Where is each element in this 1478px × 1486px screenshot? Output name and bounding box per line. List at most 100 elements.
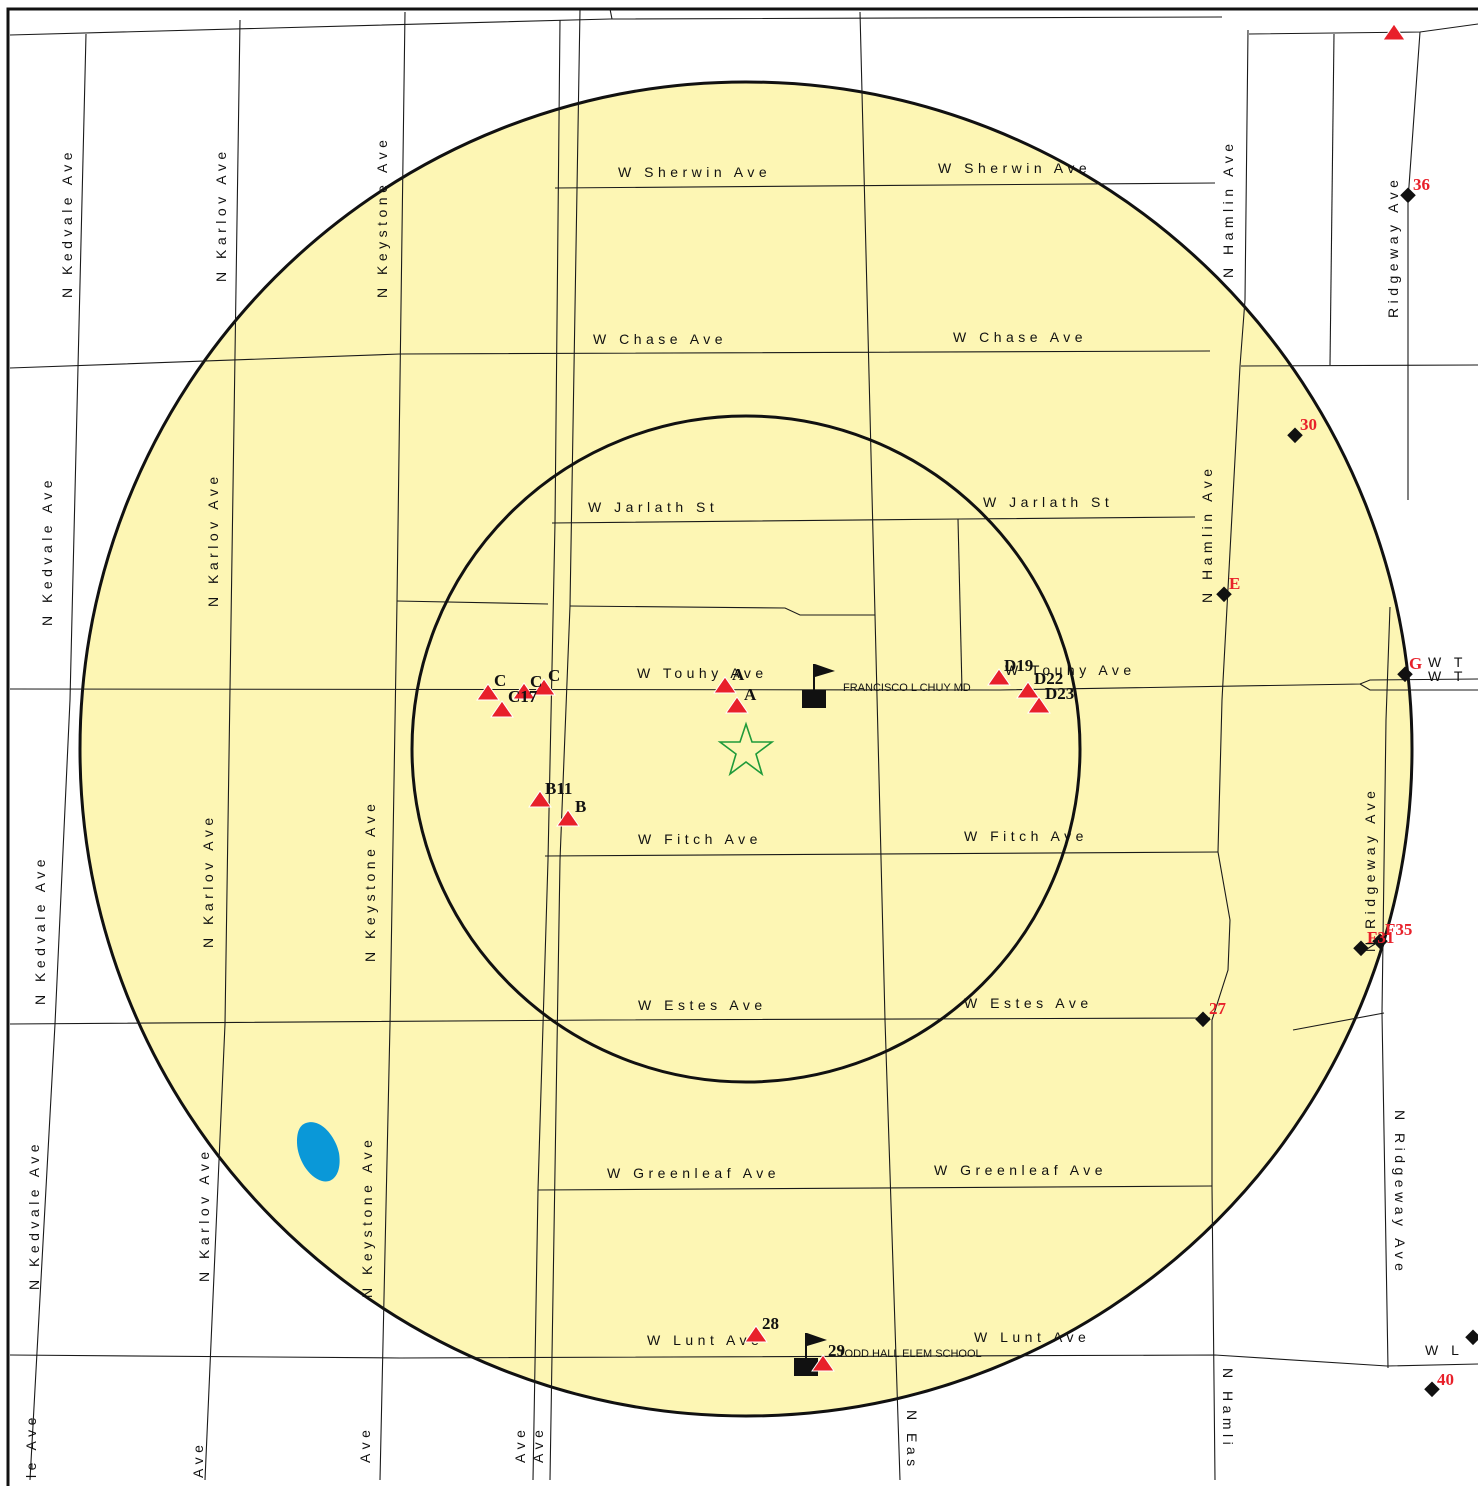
well-markers [1195, 187, 1478, 1398]
marker-label: A [744, 685, 757, 704]
marker-label: E [1229, 574, 1240, 593]
marker-label: C [548, 666, 560, 685]
street-labels: W Sherwin Ave W Sherwin Ave W Chase Ave … [23, 136, 1467, 1478]
street-label: W Estes Ave [638, 997, 767, 1013]
triangle-marker-icon [1027, 696, 1051, 714]
street-label: Ave [530, 1426, 546, 1463]
diamond-marker-icon [1397, 666, 1413, 683]
red-marker-labels: 36 30 E G F35 F31 27 40 [1209, 175, 1454, 1389]
street-label: Ave [357, 1426, 373, 1463]
street-label: N Hamlin Ave [1199, 464, 1215, 603]
diamond-marker-icon [1424, 1381, 1440, 1398]
marker-label: F31 [1367, 928, 1394, 947]
marker-label: 27 [1209, 999, 1227, 1018]
triangle-marker-icon [532, 678, 556, 696]
marker-label: B11 [545, 779, 572, 798]
diamond-marker-icon [1372, 933, 1388, 950]
street-label: W Jarlath St [983, 494, 1113, 510]
diamond-marker-icon [1195, 1011, 1211, 1028]
triangle-marker-icon [725, 696, 749, 714]
street-label: W Touhy Ave [637, 665, 768, 681]
diamond-marker-icon [1400, 187, 1416, 204]
triangle-marker-icon [490, 700, 514, 718]
street-label: N Ridgeway Ave [1362, 787, 1378, 952]
street-label: N Kedvale Ave [26, 1140, 42, 1290]
triangle-marker-icon [987, 668, 1011, 686]
street-label: W Chase Ave [593, 331, 727, 347]
marker-label: A [732, 665, 745, 684]
street-label: N Karlov Ave [196, 1147, 212, 1282]
street-label: N Keystone Ave [374, 136, 390, 298]
street-label: W Fitch Ave [964, 828, 1088, 844]
street-label: W T [1428, 668, 1467, 684]
marker-label: D19 [1004, 656, 1033, 675]
outer-buffer-ring [78, 80, 1414, 1418]
triangle-marker-icon [476, 683, 500, 701]
diamond-marker-icon [1465, 1329, 1478, 1346]
street-label: le Ave [23, 1413, 39, 1478]
triangle-marker-icon [512, 682, 536, 700]
triangle-marker-icon [1382, 23, 1406, 41]
street-label: W Greenleaf Ave [934, 1162, 1107, 1178]
marker-label: 28 [762, 1314, 779, 1333]
marker-label: C [530, 672, 542, 691]
street-label: W T [1428, 654, 1467, 670]
street-label: N Karlov Ave [213, 147, 229, 282]
street-label: N Eas [904, 1410, 920, 1471]
street-label: W L [1425, 1342, 1463, 1358]
street-label: W Jarlath St [588, 499, 718, 515]
pond [297, 1122, 340, 1182]
street-label: N Keystone Ave [362, 800, 378, 962]
clinic-label: FRANCISCO L CHUY MD [843, 682, 971, 694]
street-label: N Kedvale Ave [39, 476, 55, 626]
site-center-star-icon [717, 721, 775, 777]
sample-site-markers [476, 23, 1406, 1372]
marker-label: B [575, 797, 586, 816]
marker-label: 29 [828, 1341, 845, 1360]
marker-label: D23 [1045, 684, 1074, 703]
triangle-marker-icon [744, 1325, 768, 1343]
street-label: W Chase Ave [953, 329, 1087, 345]
street-label: W Sherwin Ave [618, 164, 771, 180]
street-label: N Karlov Ave [200, 813, 216, 948]
street-label: W Sherwin Ave [938, 160, 1091, 176]
street-label: Ave [512, 1426, 528, 1463]
clinic-flag-icon [802, 664, 835, 708]
street-label: Ridgeway Ave [1385, 176, 1401, 318]
street-label: Ave [190, 1441, 206, 1478]
street-label: N Karlov Ave [205, 472, 221, 607]
street-label: N Hamlin Ave [1220, 139, 1236, 278]
marker-label: C [494, 671, 506, 690]
black-marker-labels: C C C C17 A A D19 D22 D23 B11 B 28 29 [494, 656, 1074, 1360]
triangle-marker-icon [811, 1354, 835, 1372]
diamond-marker-icon [1287, 427, 1303, 444]
inner-buffer-ring [410, 414, 1082, 1084]
diamond-marker-icon [1353, 940, 1369, 957]
street-label: N Keystone Ave [359, 1136, 375, 1298]
street-label: W Touhy Ave [1005, 662, 1136, 678]
marker-label: C17 [508, 687, 538, 706]
marker-label: 30 [1300, 415, 1317, 434]
street-label: N Hamli [1220, 1368, 1236, 1449]
street-label: W Greenleaf Ave [607, 1165, 780, 1181]
road-network [9, 8, 1478, 1481]
street-label: W Lunt Ave [974, 1329, 1090, 1345]
street-label: N Kedvale Ave [32, 855, 48, 1005]
marker-label: 40 [1437, 1370, 1454, 1389]
school-label: TODD HALL ELEM SCHOOL [838, 1348, 982, 1360]
marker-label: D22 [1034, 669, 1063, 688]
street-label: W Fitch Ave [638, 831, 762, 847]
street-label: N Ridgeway Ave [1392, 1110, 1408, 1275]
triangle-marker-icon [713, 676, 737, 694]
diamond-marker-icon [1216, 586, 1232, 603]
street-label: W Lunt Ave [647, 1332, 763, 1348]
street-label: W Estes Ave [964, 995, 1093, 1011]
triangle-marker-icon [528, 790, 552, 808]
marker-label: 36 [1413, 175, 1430, 194]
marker-label: F35 [1385, 920, 1412, 939]
street-label: N Kedvale Ave [59, 148, 75, 298]
triangle-marker-icon [556, 809, 580, 827]
marker-label: G [1409, 654, 1422, 673]
triangle-marker-icon [1016, 681, 1040, 699]
